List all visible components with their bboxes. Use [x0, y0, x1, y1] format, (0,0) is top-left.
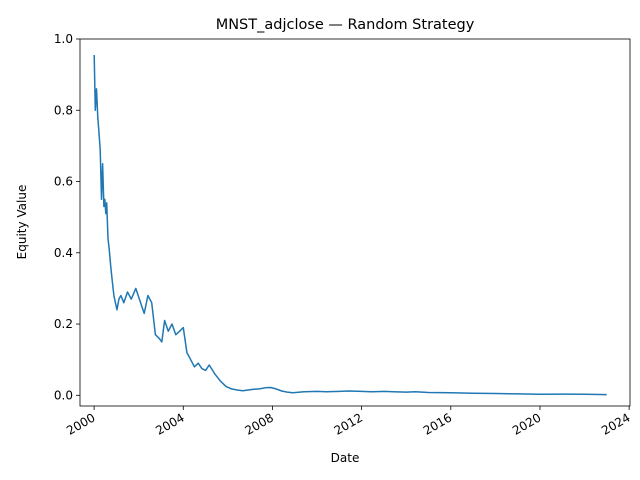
y-tick-label: 0.0 [54, 388, 73, 402]
y-tick-label: 0.4 [54, 246, 73, 260]
y-tick-label: 1.0 [54, 32, 73, 46]
y-tick-label: 0.6 [54, 175, 73, 189]
plot-area [79, 38, 631, 407]
y-axis: 0.0 0.2 0.4 0.6 0.8 1.0 [54, 32, 80, 402]
chart-title: MNST_adjclose — Random Strategy [216, 17, 475, 33]
x-axis-label: Date [331, 451, 360, 465]
y-axis-label: Equity Value [15, 185, 29, 260]
y-tick-label: 0.8 [54, 103, 73, 117]
axes-frame [79, 38, 631, 407]
y-tick-label: 0.2 [54, 317, 73, 331]
series-line [93, 54, 607, 396]
